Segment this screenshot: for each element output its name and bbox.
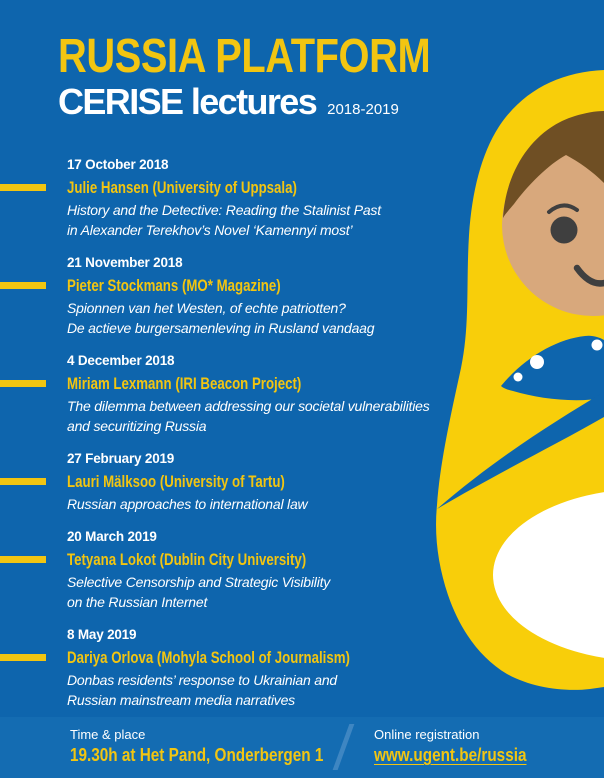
time-place-value: 19.30h at Het Pand, Onderbergen 1 bbox=[70, 745, 324, 765]
time-place-block: Time & place 19.30h at Het Pand, Onderbe… bbox=[70, 726, 368, 767]
speaker-row: Dariya Orlova (Mohyla School of Journali… bbox=[0, 646, 604, 669]
lecture-speaker: Julie Hansen (University of Uppsala) bbox=[67, 178, 297, 197]
speaker-accent-dash bbox=[0, 556, 46, 563]
lecture-title: History and the Detective: Reading the S… bbox=[67, 202, 381, 238]
lecture-speaker: Tetyana Lokot (Dublin City University) bbox=[67, 550, 307, 569]
lecture-date: 8 May 2019 bbox=[67, 627, 137, 642]
speaker-row: Julie Hansen (University of Uppsala) bbox=[0, 176, 604, 199]
speaker-accent-dash bbox=[0, 654, 46, 661]
lecture-item: 21 November 2018 Pieter Stockmans (MO* M… bbox=[0, 254, 604, 338]
lecture-speaker: Dariya Orlova (Mohyla School of Journali… bbox=[67, 648, 350, 667]
lecture-title: Selective Censorship and Strategic Visib… bbox=[67, 574, 331, 610]
lecture-item: 20 March 2019 Tetyana Lokot (Dublin City… bbox=[0, 528, 604, 612]
speaker-accent-dash bbox=[0, 478, 46, 485]
doll-smile bbox=[573, 264, 604, 287]
lecture-item: 4 December 2018 Miriam Lexmann (IRI Beac… bbox=[0, 352, 604, 436]
speaker-row: Tetyana Lokot (Dublin City University) bbox=[0, 548, 604, 571]
lecture-date: 21 November 2018 bbox=[67, 255, 183, 270]
doll-eyebrow bbox=[547, 203, 579, 214]
lecture-title: Spionnen van het Westen, of echte patrio… bbox=[67, 300, 375, 336]
speaker-row: Lauri Mälksoo (University of Tartu) bbox=[0, 470, 604, 493]
lecture-item: 27 February 2019 Lauri Mälksoo (Universi… bbox=[0, 450, 604, 514]
doll-scarf-knot bbox=[501, 335, 604, 401]
registration-link[interactable]: www.ugent.be/russia bbox=[374, 745, 527, 765]
lecture-date: 27 February 2019 bbox=[67, 451, 175, 466]
poster-header: RUSSIA PLATFORM CERISE lectures 2018-201… bbox=[0, 0, 604, 130]
speaker-row: Pieter Stockmans (MO* Magazine) bbox=[0, 274, 604, 297]
lecture-speaker: Miriam Lexmann (IRI Beacon Project) bbox=[67, 374, 302, 393]
doll-belly bbox=[493, 492, 604, 658]
doll-hair-icon bbox=[503, 111, 604, 218]
lecture-title: Russian approaches to international law bbox=[67, 496, 308, 512]
registration-label: Online registration bbox=[374, 727, 480, 742]
doll-eye bbox=[550, 216, 578, 244]
speaker-accent-dash bbox=[0, 282, 46, 289]
lecture-date: 17 October 2018 bbox=[67, 157, 169, 172]
registration-block: Online registration www.ugent.be/russia bbox=[374, 726, 553, 767]
lecture-title: The dilemma between addressing our socie… bbox=[67, 398, 430, 434]
poster-title: RUSSIA PLATFORM bbox=[58, 30, 431, 83]
time-place-label: Time & place bbox=[70, 727, 146, 742]
scarf-dot bbox=[591, 339, 603, 351]
speaker-accent-dash bbox=[0, 380, 46, 387]
scarf-dot bbox=[530, 355, 544, 369]
lecture-date: 20 March 2019 bbox=[67, 529, 157, 544]
poster-subtitle: CERISE lectures bbox=[58, 81, 318, 122]
poster-footer: Time & place 19.30h at Het Pand, Onderbe… bbox=[0, 717, 604, 778]
speaker-accent-dash bbox=[0, 184, 46, 191]
scarf-dot bbox=[513, 372, 523, 382]
lecture-date: 4 December 2018 bbox=[67, 353, 175, 368]
lecture-speaker: Pieter Stockmans (MO* Magazine) bbox=[67, 276, 281, 295]
lecture-item: 17 October 2018 Julie Hansen (University… bbox=[0, 156, 604, 240]
lecture-item: 8 May 2019 Dariya Orlova (Mohyla School … bbox=[0, 626, 604, 710]
lecture-list: 17 October 2018 Julie Hansen (University… bbox=[0, 130, 604, 710]
poster-content: RUSSIA PLATFORM CERISE lectures 2018-201… bbox=[0, 0, 604, 710]
lecture-speaker: Lauri Mälksoo (University of Tartu) bbox=[67, 472, 285, 491]
poster-subtitle-row: CERISE lectures 2018-2019 bbox=[58, 82, 604, 130]
doll-scarf-swoosh bbox=[437, 392, 604, 509]
speaker-row: Miriam Lexmann (IRI Beacon Project) bbox=[0, 372, 604, 395]
lecture-title: Donbas residents’ response to Ukrainian … bbox=[67, 672, 338, 708]
poster-years: 2018-2019 bbox=[327, 101, 399, 118]
